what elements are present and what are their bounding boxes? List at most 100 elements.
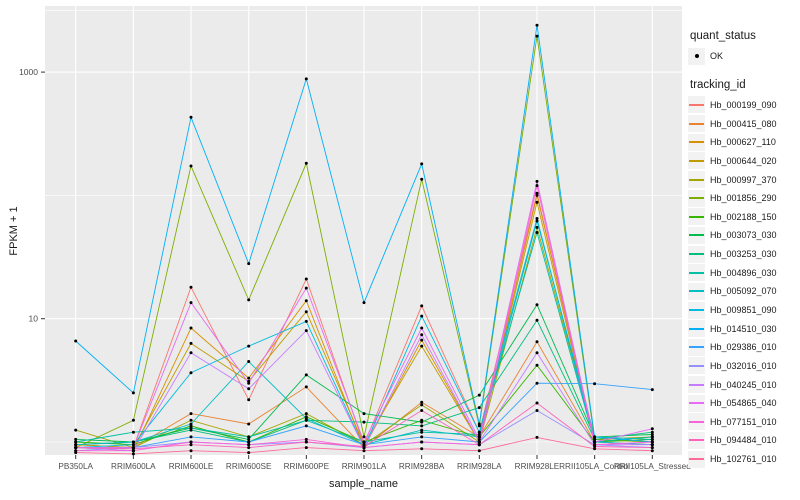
data-point — [535, 217, 539, 220]
data-point — [189, 449, 193, 453]
data-point — [535, 225, 539, 229]
x-tick-label: RRIM901LA — [342, 462, 387, 471]
data-point — [131, 391, 135, 395]
data-point — [304, 412, 308, 416]
data-point — [477, 437, 481, 441]
line-key-icon — [688, 450, 705, 468]
data-point — [535, 303, 539, 307]
data-point — [304, 310, 308, 314]
data-point — [477, 435, 481, 439]
legend-item-label: Hb_000199_090 — [710, 99, 777, 110]
data-point — [304, 329, 308, 333]
data-point — [247, 262, 251, 266]
data-point — [304, 417, 308, 420]
data-point — [420, 403, 424, 407]
line-key-icon — [688, 413, 705, 431]
legend-item-label: Hb_004896_030 — [710, 267, 777, 278]
legend-item-Hb_001856_290: Hb_001856_290 — [688, 189, 800, 208]
data-point — [420, 428, 424, 432]
data-point — [304, 299, 308, 303]
data-point — [247, 437, 251, 441]
legend-item-label: Hb_005092_070 — [710, 286, 777, 297]
data-point — [535, 381, 539, 385]
data-point — [593, 447, 597, 451]
line-key-icon — [688, 133, 705, 151]
y-tick-label: 10 — [29, 314, 39, 324]
data-point — [535, 191, 539, 195]
data-point — [304, 373, 308, 377]
data-point — [247, 376, 251, 380]
legend-tracking-items: Hb_000199_090 Hb_000415_080 Hb_000627_110 H… — [688, 96, 800, 469]
legend-item-label: Hb_002188_150 — [710, 211, 777, 222]
data-point — [74, 443, 78, 447]
data-point — [247, 451, 251, 455]
data-point — [131, 452, 135, 456]
data-point — [131, 418, 135, 422]
x-tick-label: RRIM600SE — [226, 462, 272, 471]
data-point — [189, 285, 193, 289]
data-point — [420, 162, 424, 166]
line-key-icon — [688, 189, 705, 207]
data-point — [650, 437, 654, 441]
data-point — [74, 339, 78, 343]
legend-item-label: Hb_102761_010 — [710, 454, 777, 465]
legend-item-Hb_032016_010: Hb_032016_010 — [688, 357, 800, 376]
data-point — [420, 424, 424, 428]
data-point — [420, 400, 424, 404]
line-key-icon — [688, 208, 705, 226]
data-point — [362, 435, 366, 439]
legend-item-Hb_077151_010: Hb_077151_010 — [688, 413, 800, 432]
legend: quant_status OK tracking_id Hb_000199_09… — [688, 0, 800, 468]
data-point — [247, 435, 251, 439]
data-point — [247, 298, 251, 302]
data-point — [189, 371, 193, 375]
line-key-icon — [688, 264, 705, 282]
x-tick-label: RRIM600LE — [169, 462, 214, 471]
legend-item-ok: OK — [688, 47, 800, 66]
data-point — [420, 326, 424, 330]
legend-item-label: Hb_029386_010 — [710, 342, 777, 353]
legend-item-Hb_002188_150: Hb_002188_150 — [688, 207, 800, 226]
data-point — [74, 451, 78, 455]
data-point — [189, 443, 193, 447]
legend-item-label: Hb_040245_010 — [710, 379, 777, 390]
legend-item-label: Hb_077151_010 — [710, 416, 777, 427]
data-point — [247, 398, 251, 402]
legend-item-label: Hb_003253_030 — [710, 249, 777, 260]
data-point — [593, 445, 597, 448]
data-point — [420, 333, 424, 337]
line-key-icon — [688, 338, 705, 356]
data-point — [420, 420, 424, 424]
legend-item-Hb_000997_370: Hb_000997_370 — [688, 170, 800, 189]
legend-item-Hb_040245_010: Hb_040245_010 — [688, 375, 800, 394]
data-point — [247, 387, 251, 391]
x-tick-label: RRIM600LA — [111, 462, 156, 471]
data-point — [477, 440, 481, 444]
data-point — [593, 435, 597, 439]
line-key-icon — [688, 115, 705, 133]
data-point — [535, 200, 539, 204]
data-point — [131, 447, 135, 451]
data-point — [593, 382, 597, 386]
legend-item-Hb_000415_080: Hb_000415_080 — [688, 114, 800, 133]
x-tick-label: PB350LA — [58, 462, 93, 471]
legend-title-tracking-id: tracking_id — [690, 78, 746, 91]
data-point — [304, 319, 308, 323]
data-point — [477, 393, 481, 397]
legend-item-label: Hb_054865_040 — [710, 398, 777, 409]
data-point — [247, 443, 251, 447]
legend-item-label: Hb_001856_290 — [710, 193, 777, 204]
line-key-icon — [688, 226, 705, 244]
x-axis-title: sample_name — [328, 478, 399, 490]
data-point — [304, 437, 308, 441]
data-point — [477, 433, 481, 436]
data-point — [593, 437, 597, 441]
legend-item-label: Hb_003073_030 — [710, 230, 777, 241]
legend-item-Hb_014510_030: Hb_014510_030 — [688, 319, 800, 338]
data-point — [477, 422, 481, 426]
legend-title-quant-status: quant_status — [690, 30, 756, 42]
data-point — [650, 430, 654, 434]
data-point — [189, 426, 193, 430]
